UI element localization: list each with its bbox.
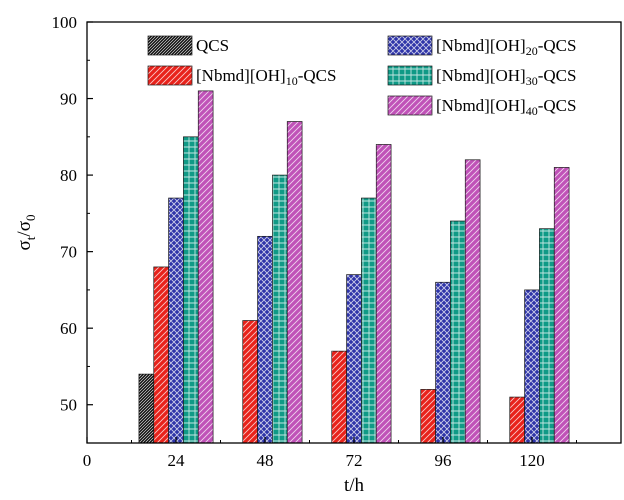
- x-tick-label: 72: [346, 451, 363, 470]
- y-label-slash-sigma: /σ: [14, 221, 35, 237]
- y-tick-label: 60: [60, 319, 77, 338]
- bar-series3-x96: [450, 220, 466, 444]
- axes-layer: 50 60 70 80 90 100 0 24 48 72 96 120: [52, 13, 577, 470]
- bar-series2-x120: [524, 289, 540, 444]
- y-tick-label: 90: [60, 90, 77, 109]
- x-tick-label: 96: [435, 451, 452, 470]
- legend: QCS [Nbmd][OH]10-QCS [Nbmd][OH]20-QCS [Nbmd…: [147, 35, 576, 118]
- legend-swatch-4: [387, 95, 433, 116]
- bar-series1-x72: [331, 350, 347, 444]
- legend-swatch-1: [147, 65, 193, 86]
- bars-layer: [138, 90, 570, 444]
- y-axis-label: σt/σ0: [14, 215, 38, 251]
- legend-swatch-0: [147, 35, 193, 56]
- bar-series2-x48: [257, 235, 273, 444]
- bar-series1-x120: [509, 396, 525, 444]
- bar-series2-x96: [435, 281, 451, 444]
- bar-series4-x72: [375, 144, 392, 444]
- bar-series0-x24: [138, 373, 155, 444]
- y-label-sub-0: 0: [23, 215, 38, 222]
- y-tick-label: 100: [52, 13, 78, 32]
- bar-series1-x24: [153, 266, 169, 444]
- bar-series3-x24: [183, 136, 199, 444]
- legend-label-4: [Nbmd][OH]40-QCS: [436, 96, 576, 118]
- x-tick-label: 24: [168, 451, 186, 470]
- legend-swatch-3: [387, 65, 433, 86]
- bar-series4-x48: [286, 121, 303, 444]
- bar-series4-x24: [197, 90, 214, 444]
- x-axis-label: t/h: [344, 475, 365, 496]
- bar-series1-x96: [420, 389, 436, 444]
- bar-series4-x120: [553, 167, 570, 444]
- bar-series4-x96: [464, 159, 481, 444]
- bar-series2-x72: [346, 274, 362, 444]
- bar-series3-x72: [361, 197, 377, 444]
- legend-label-3: [Nbmd][OH]30-QCS: [436, 66, 576, 88]
- legend-swatch-2: [387, 35, 433, 56]
- x-tick-label: 48: [257, 451, 274, 470]
- legend-label-0: QCS: [196, 36, 229, 55]
- y-tick-label: 50: [60, 396, 77, 415]
- x-tick-label: 0: [83, 451, 92, 470]
- bar-series2-x24: [168, 197, 184, 444]
- legend-label-2: [Nbmd][OH]20-QCS: [436, 36, 576, 58]
- y-label-sub-t: t: [23, 236, 38, 240]
- legend-label-1: [Nbmd][OH]10-QCS: [196, 66, 336, 88]
- bar-series3-x48: [272, 174, 288, 444]
- bar-series3-x120: [539, 228, 555, 444]
- y-label-sigma: σ: [14, 240, 35, 250]
- bar-series1-x48: [242, 320, 258, 444]
- y-tick-label: 70: [60, 243, 77, 262]
- x-tick-label: 120: [519, 451, 545, 470]
- y-tick-label: 80: [60, 166, 77, 185]
